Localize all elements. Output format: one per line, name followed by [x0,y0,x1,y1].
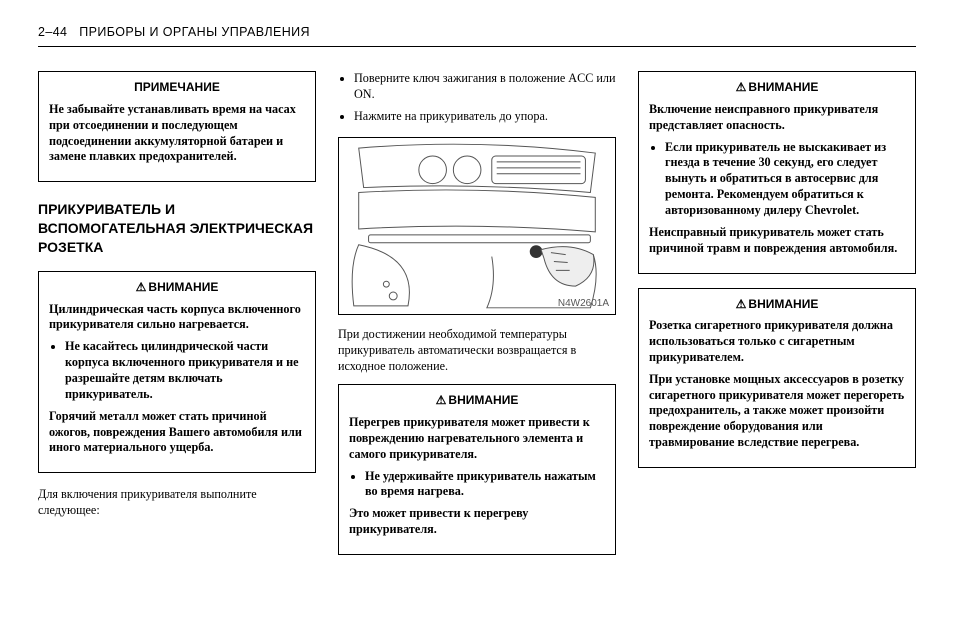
warning-title-4: ⚠ВНИМАНИЕ [649,297,905,313]
warning-box-3: ⚠ВНИМАНИЕ Включение неисправного прикури… [638,71,916,273]
col2-li2: Нажмите на прикуриватель до упора. [354,109,616,125]
warning-title: ⚠ВНИМАНИЕ [49,280,305,296]
figure-svg [339,138,615,314]
content-columns: ПРИМЕЧАНИЕ Не забывайте устанавливать вр… [38,71,916,569]
warn4-p1: Розетка сигаретного прикуривателя должна… [649,318,905,366]
figure-label: N4W2601A [558,297,609,310]
column-1: ПРИМЕЧАНИЕ Не забывайте устанавливать вр… [38,71,316,569]
warn2-li1: Не удерживайте прикуриватель нажатым во … [365,469,605,501]
warning-icon: ⚠ [436,393,447,407]
warning-icon: ⚠ [736,297,747,311]
figure-lighter: N4W2601A [338,137,616,315]
warn3-p1: Включение неисправного прикуривателя пре… [649,102,905,134]
warn3-p2: Неисправный прикуриватель может стать пр… [649,225,905,257]
warning-title-text: ВНИМАНИЕ [148,280,218,294]
note-box: ПРИМЕЧАНИЕ Не забывайте устанавливать вр… [38,71,316,182]
warning-box-4: ⚠ВНИМАНИЕ Розетка сигаретного прикуриват… [638,288,916,468]
page-number: 2–44 [38,25,67,39]
warning-title-3: ⚠ВНИМАНИЕ [649,80,905,96]
column-3: ⚠ВНИМАНИЕ Включение неисправного прикури… [638,71,916,569]
warning-title-text-4: ВНИМАНИЕ [748,297,818,311]
page-header: 2–44 ПРИБОРЫ И ОРГАНЫ УПРАВЛЕНИЯ [38,24,916,47]
section-title: ПРИКУРИВАТЕЛЬ И ВСПОМОГАТЕЛЬНАЯ ЭЛЕКТРИЧ… [38,200,316,257]
page-title: ПРИБОРЫ И ОРГАНЫ УПРАВЛЕНИЯ [79,25,310,39]
column-2: Поверните ключ зажигания в положение ACC… [338,71,616,569]
col2-after-fig: При достижении необходимой температуры п… [338,327,616,375]
col2-li1: Поверните ключ зажигания в положение ACC… [354,71,616,103]
warning-title-text-2: ВНИМАНИЕ [448,393,518,407]
warn3-li1: Если прикуриватель не выскакивает из гне… [665,140,905,219]
note-text: Не забывайте устанавливать время на часа… [49,102,305,165]
warning-box-1: ⚠ВНИМАНИЕ Цилиндрическая часть корпуса в… [38,271,316,473]
warning-icon: ⚠ [736,80,747,94]
col1-tail: Для включения прикуривателя выполните сл… [38,487,316,519]
warn1-li1: Не касайтесь цилиндрической части корпус… [65,339,305,402]
warn1-p2: Горячий металл может стать причиной ожог… [49,409,305,457]
warning-box-2: ⚠ВНИМАНИЕ Перегрев прикуривателя может п… [338,384,616,555]
warning-title-2: ⚠ВНИМАНИЕ [349,393,605,409]
warn2-p1: Перегрев прикуривателя может привести к … [349,415,605,463]
warn4-p2: При установке мощных аксессуаров в розет… [649,372,905,451]
warning-title-text-3: ВНИМАНИЕ [748,80,818,94]
warn2-p2: Это может привести к перегреву прикурива… [349,506,605,538]
warn1-p1: Цилиндрическая часть корпуса включенного… [49,302,305,334]
warning-icon: ⚠ [136,280,147,294]
note-title: ПРИМЕЧАНИЕ [49,80,305,96]
